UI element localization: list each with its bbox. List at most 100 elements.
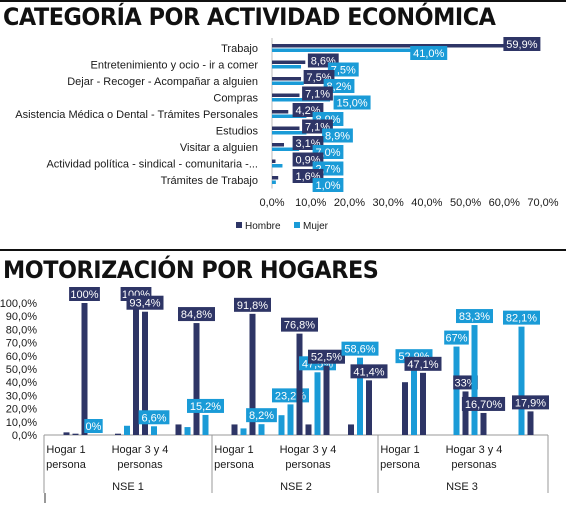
bar-hombre: [272, 60, 306, 64]
data-label-hombre-box: [178, 307, 215, 322]
bar-mujer: [272, 114, 307, 118]
data-label-mujer: 15,2%: [190, 401, 221, 413]
bar-hombre: [249, 313, 256, 435]
bar-hombre: [272, 110, 289, 114]
legend-label-mujer: Mujer: [303, 221, 329, 232]
subgroup-label: personas: [285, 459, 331, 471]
bar-hombre: [272, 143, 285, 147]
subgroup-label: Hogar 1: [380, 444, 419, 456]
subgroup-label: persona: [380, 459, 421, 471]
data-label-mujer-box: [138, 410, 170, 425]
data-label-hombre-box: [512, 395, 549, 410]
data-label-hombre-box: [69, 287, 100, 301]
bar-mujer: [314, 372, 321, 435]
group-label: NSE 2: [280, 481, 312, 493]
bar-mujer: [240, 428, 247, 435]
data-label-mujer: 15,0%: [336, 98, 367, 110]
x-tick-label: 50,0%: [450, 197, 481, 209]
data-label-mujer-box: [187, 398, 224, 413]
subgroup-label: Hogar 1: [214, 444, 253, 456]
bar-hombre: [231, 424, 238, 435]
data-label-hombre-box: [461, 396, 506, 411]
category-label: Trámites de Trabajo: [161, 175, 258, 187]
category-label: Trabajo: [221, 43, 258, 55]
bar-mujer: [272, 98, 331, 102]
y-tick-label: 100,0%: [0, 298, 37, 310]
legend-swatch-hombre: [236, 222, 242, 228]
bar-hombre: [272, 176, 279, 180]
data-label-hombre-box: [281, 317, 318, 332]
group-label: NSE 3: [446, 481, 478, 493]
subgroup-label: Hogar 3 y 4: [280, 444, 337, 456]
bar-mujer: [278, 415, 285, 435]
y-tick-label: 70,0%: [6, 338, 37, 350]
data-label-mujer: 58,6%: [344, 344, 375, 356]
data-label-hombre: 59,9%: [506, 39, 537, 51]
bar-mujer: [453, 346, 460, 435]
data-label-hombre: 17,9%: [515, 397, 546, 409]
bar-mujer: [184, 427, 191, 435]
bar-mujer: [287, 404, 294, 435]
bar-mujer: [272, 164, 283, 168]
x-tick-label: 10,0%: [295, 197, 326, 209]
data-label-mujer-box: [246, 408, 277, 423]
data-label-mujer-box: [84, 419, 103, 433]
subgroup-label: Hogar 3 y 4: [112, 444, 169, 456]
y-tick-label: 0,0%: [12, 430, 37, 442]
bar-hombre: [420, 372, 426, 435]
bar-hombre: [323, 365, 330, 435]
bar-hombre: [272, 93, 300, 97]
data-label-hombre: 100%: [70, 289, 98, 301]
bar-hombre: [305, 424, 312, 435]
data-label-hombre: 91,8%: [237, 300, 268, 312]
bar-mujer: [258, 424, 265, 435]
data-label-hombre: 33%: [454, 377, 476, 389]
bar-hombre: [272, 77, 302, 81]
bar-mujer: [124, 425, 130, 435]
category-label: Estudios: [216, 126, 259, 138]
y-tick-label: 80,0%: [6, 324, 37, 336]
data-label-hombre: 84,8%: [181, 309, 212, 321]
y-tick-label: 30,0%: [6, 390, 37, 402]
y-tick-label: 50,0%: [6, 364, 37, 376]
data-label-hombre: 93,4%: [129, 298, 160, 310]
subgroup-label: Hogar 1: [46, 444, 85, 456]
x-tick-label: 0,0%: [259, 197, 284, 209]
motorization-chart: 0,0%10,0%20,0% 30,0%40,0%50,0%60,0%70,0% 8…: [0, 287, 549, 493]
bar-hombre: [296, 333, 303, 435]
data-label-mujer: 83,3%: [459, 311, 490, 323]
subgroup-label: personas: [117, 459, 163, 471]
bar-hombre: [272, 44, 504, 48]
bar-hombre: [348, 424, 354, 435]
data-label-hombre: 76,8%: [284, 320, 315, 332]
y-tick-label: 90,0%: [6, 311, 37, 323]
data-label-mujer: 1,0%: [315, 180, 340, 192]
data-label-mujer: 67%: [445, 333, 467, 345]
data-label-hombre: 16,70%: [465, 399, 503, 411]
category-label: Actividad política - sindical - comunita…: [46, 159, 258, 171]
bar-hombre: [462, 391, 469, 435]
bar-hombre: [366, 380, 372, 435]
data-label-hombre-box: [234, 297, 271, 312]
bar-mujer: [272, 147, 300, 151]
bar-mujer: [151, 426, 157, 435]
data-label-hombre-box: [302, 86, 333, 101]
data-label-hombre: 7,1%: [305, 89, 330, 101]
bar-hombre: [72, 433, 79, 435]
category-label: Asistencia Médica o Dental - Trámites Pe…: [15, 109, 258, 121]
y-tick-label: 20,0%: [6, 404, 37, 416]
data-label-mujer-box: [341, 341, 379, 356]
subgroup-label: personas: [451, 459, 497, 471]
data-label-hombre: 41,4%: [353, 366, 384, 378]
bar-hombre: [133, 303, 139, 435]
category-label: Entretenimiento y ocio - ir a comer: [90, 60, 258, 72]
data-label-mujer: 41,0%: [413, 48, 444, 60]
category-label: Dejar - Recoger - Acompañar a alguien: [67, 76, 258, 88]
data-label-mujer: 8,2%: [249, 410, 274, 422]
legend-label-hombre: Hombre: [245, 221, 281, 232]
bar-hombre: [527, 411, 534, 435]
legend-swatch-mujer: [294, 222, 300, 228]
data-label-hombre-box: [350, 364, 388, 379]
data-label-mujer: 8,9%: [325, 131, 350, 143]
x-tick-label: 20,0%: [334, 197, 365, 209]
